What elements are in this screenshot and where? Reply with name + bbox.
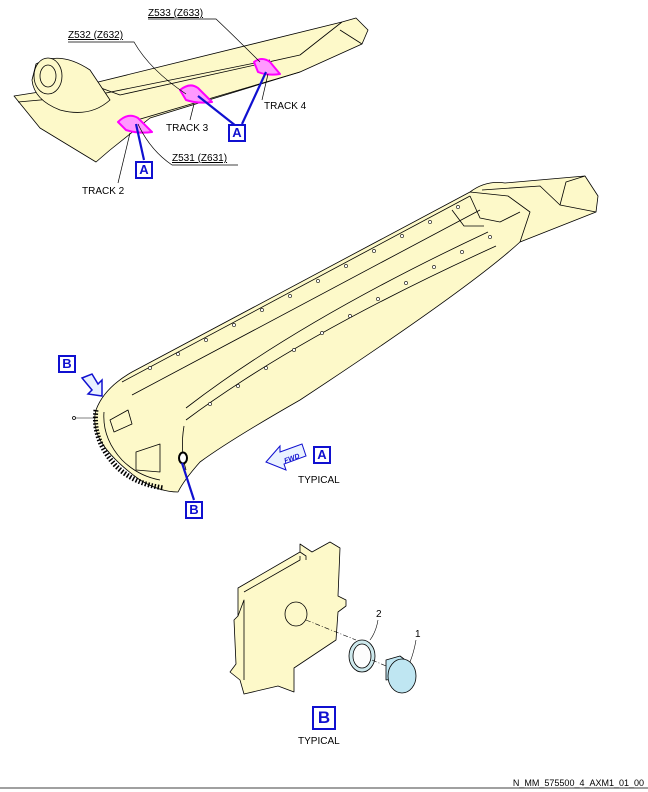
fairing-nose-ribs xyxy=(92,409,165,491)
view-a-box: A xyxy=(313,446,331,464)
wing-overview xyxy=(13,17,369,163)
zone-z533-label: Z533 (Z633) xyxy=(148,8,204,19)
fwd-arrow-icon: FWD xyxy=(265,443,307,471)
fastener-holes xyxy=(148,205,492,406)
ref-b-arrow: B xyxy=(58,355,76,373)
wing-leaders xyxy=(68,18,269,184)
track3-fairing xyxy=(179,84,213,104)
fairing-body xyxy=(94,175,599,493)
track-fairing xyxy=(72,175,599,493)
cap-item1 xyxy=(385,655,417,694)
zone-z531-label: Z531 (Z631) xyxy=(172,153,228,164)
view-b-arrow xyxy=(80,373,103,397)
figure-reference-code: N_MM_575500_4_AXM1_01_00 xyxy=(512,778,644,788)
ref-b-drain-hole: B xyxy=(185,501,203,519)
item-2-label: 2 xyxy=(376,609,382,620)
callout-lines-a xyxy=(134,71,267,161)
track2-fairing xyxy=(117,114,153,134)
track4-fairing xyxy=(253,58,281,76)
view-b-detail xyxy=(229,541,417,695)
view-b-box: B xyxy=(312,706,336,730)
track3-label: TRACK 3 xyxy=(166,123,209,134)
view-b-caption: TYPICAL xyxy=(298,736,340,747)
track2-label: TRACK 2 xyxy=(82,186,125,197)
washer-item2 xyxy=(348,639,376,673)
drain-hole xyxy=(178,451,188,465)
item-1-label: 1 xyxy=(415,629,421,640)
callout-line-b xyxy=(180,462,196,501)
zone-z532-label: Z532 (Z632) xyxy=(68,30,124,41)
view-a-caption: TYPICAL xyxy=(298,475,340,486)
track4-label: TRACK 4 xyxy=(264,101,307,112)
ref-a-track3-4: A xyxy=(228,124,246,142)
ref-a-track2: A xyxy=(135,161,153,179)
bracket-hole xyxy=(284,601,308,627)
